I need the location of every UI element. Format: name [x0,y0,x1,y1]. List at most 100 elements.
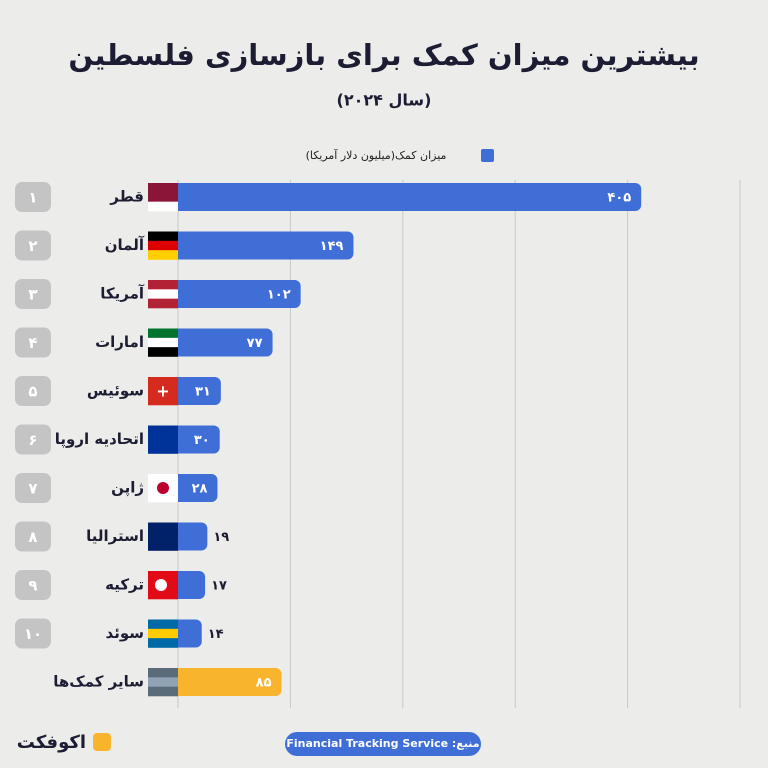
y-tick-label: ترکیه [105,576,144,594]
bar [178,183,642,211]
flag-stripe [148,434,178,445]
chart-title: بیشترین میزان کمک برای بازسازی فلسطین [68,38,699,72]
rank-box [15,521,51,552]
flag-stripe [148,201,178,212]
rank-label: ۱۰ [24,625,42,643]
y-tick-label: آلمان [105,236,145,254]
bar-row: ۲ آلمان ۱۴۹ [15,230,354,261]
value-label: ۸۵ [256,676,272,691]
source-box [285,732,481,756]
bar-row: ۱ قطر ۴۰۵ [15,182,642,212]
flag-stripe [148,638,178,648]
rank-label: ۶ [28,431,37,449]
bar-base [178,231,186,260]
flag-stripe [148,298,178,309]
bar [178,425,220,454]
rank-box [15,327,51,358]
bar-row: ۳ آمریکا ۱۰۲ [15,279,301,309]
rank-label: ۴ [28,334,37,352]
y-tick-label: ژاپن [111,479,144,498]
bar-row: ۴ امارات ۷۷ [15,327,273,358]
brand: اکوفکت [17,732,86,753]
y-tick-label: آمریکا [100,285,145,303]
flag-stripe [148,474,178,484]
y-tick-label: استرالیا [86,527,144,545]
bar-row: ۱۰ سوئد ۱۴ [15,618,224,649]
y-tick-label: قطر [109,188,144,206]
flag-stripe [148,250,178,260]
bar-base [178,377,186,405]
rank-box [15,570,51,600]
bar-base [178,571,186,599]
bar [178,280,301,308]
flag-stripe [148,668,178,678]
rank-label: ۱ [28,189,37,207]
chart-subtitle: (سال ۲۰۲۴) [337,91,432,110]
rank-box [15,473,51,503]
value-label: ۱۴۹ [320,239,344,254]
rank-label: ۳ [28,286,37,304]
y-tick-label: سوئد [106,624,144,642]
value-label: ۱۰۲ [267,288,291,303]
bar [178,328,273,357]
rank-box [15,230,51,261]
rank-box [15,279,51,309]
flag-stripe [148,183,178,193]
rank-box [15,376,51,406]
bar [178,668,282,696]
grid [177,180,741,708]
bar [178,231,354,260]
flag-stripe [148,289,178,299]
bar-base [178,474,186,502]
bar-row: ۹ ترکیه ۱۷ [15,570,227,600]
flag-stripe [148,619,178,630]
rank-label: ۷ [28,480,37,498]
rank-label: ۵ [28,383,37,401]
flag-stripe [148,541,178,551]
bar [178,474,218,502]
bar-base [178,668,186,696]
flag-stripe [148,386,178,396]
flag-stripe [148,337,178,348]
flag-stripe [148,522,178,533]
bar-base [178,280,186,308]
flag-stripe [148,589,178,600]
y-tick-label: سایر کمک‌ها [53,673,144,691]
flag-stripe [148,231,178,242]
rank-box [15,618,51,649]
flag-stripe [148,240,178,251]
flag-mark [155,579,167,591]
value-label: ۱۹ [213,530,229,545]
value-label: ۷۷ [247,336,263,351]
value-label: ۴۰۵ [607,191,631,206]
flag-mark: + [156,382,169,401]
legend-swatch [481,149,494,162]
rank-label: ۸ [28,528,37,546]
rank-box [15,182,51,212]
value-label: ۲۸ [192,482,208,497]
rank-box [15,424,51,455]
rank-label: ۲ [28,237,37,255]
flag-stripe [148,571,178,581]
bar-row: ۶ اتحادیه اروپا ۳۰ [15,424,220,455]
flag-stripe [148,377,178,387]
bar-base [178,619,186,648]
flag-stripe [148,628,178,639]
rows: ۱ قطر ۴۰۵ ۲ آلمان ۱۴۹ ۳ آمریکا ۱۰۲ ۴ امارات ۷۷ ۵ سوئی… [15,182,642,697]
flag-stripe [148,347,178,357]
logo-icon [93,733,111,751]
bar-row: سایر کمک‌ها ۸۵ [53,668,282,697]
flag-stripe [148,280,178,290]
flag-stripe [148,425,178,436]
y-tick-label: سوئیس [87,382,144,400]
flag-stripe [148,677,178,687]
bar-base [178,522,186,551]
bar-row: ۵ سوئیس +۳۱ [15,376,221,406]
value-label: ۱۷ [211,579,227,594]
bar [178,377,221,405]
flag-stripe [148,492,178,503]
bar-row: ۷ ژاپن ۲۸ [15,473,218,503]
bar-row: ۸ استرالیا ۱۹ [15,521,229,552]
